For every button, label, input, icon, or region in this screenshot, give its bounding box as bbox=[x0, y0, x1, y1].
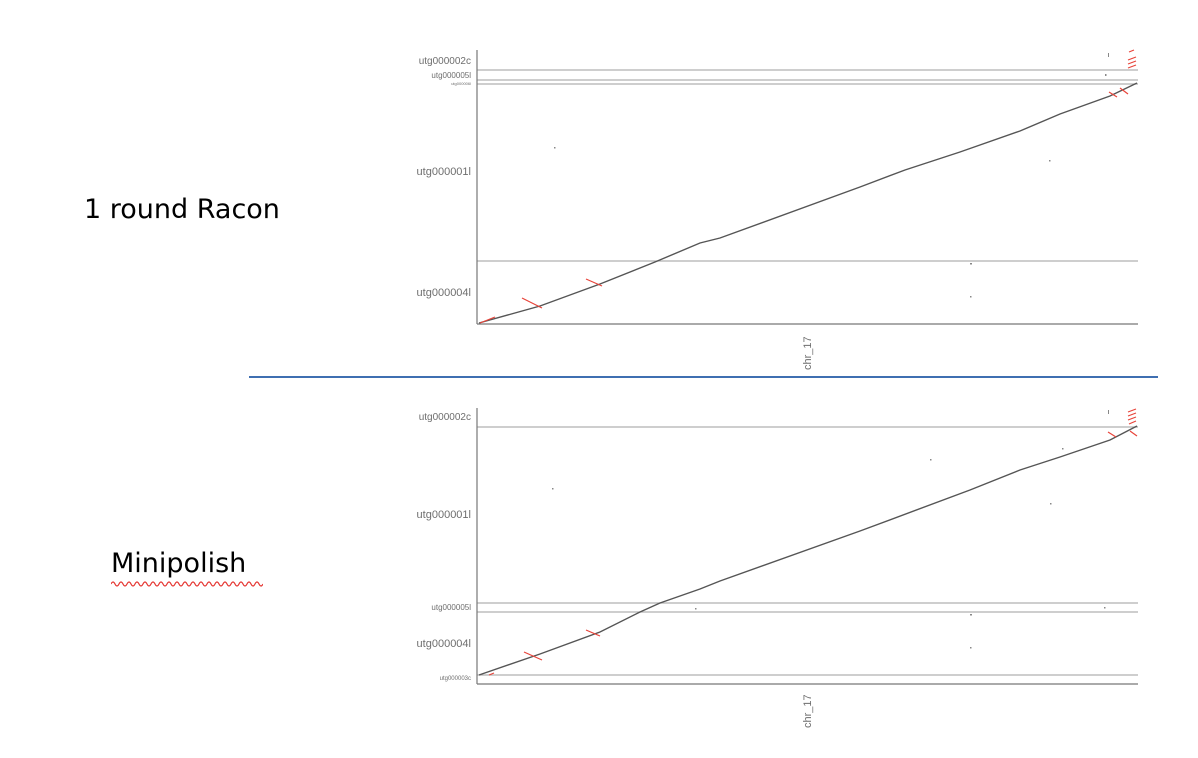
label-minipolish: Minipolish bbox=[111, 548, 247, 579]
alignment-forward bbox=[478, 425, 1138, 676]
contig-label-utg000002c: utg000002c bbox=[419, 56, 471, 67]
racon-dotplot: utg000002c utg000005l utg000006l utg0000… bbox=[417, 49, 1138, 370]
alignment-reverse bbox=[479, 49, 1137, 324]
contig-label-utg000004l: utg000004l bbox=[417, 287, 471, 299]
divider-line bbox=[249, 376, 1158, 378]
alignment-specks bbox=[554, 53, 1109, 298]
alignment-forward bbox=[478, 82, 1138, 324]
contig-label-utg000005l: utg000005l bbox=[431, 603, 471, 612]
label-1-round-racon: 1 round Racon bbox=[84, 194, 280, 225]
contig-label-utg000004l: utg000004l bbox=[417, 638, 471, 650]
contig-label-utg000006l: utg000006l bbox=[451, 81, 471, 86]
x-axis-label: chr_17 bbox=[802, 694, 814, 728]
spellcheck-underline bbox=[111, 581, 263, 587]
contig-label-utg000003c: utg000003c bbox=[440, 676, 471, 682]
alignment-reverse bbox=[488, 408, 1138, 676]
contig-label-utg000001l: utg000001l bbox=[417, 166, 471, 178]
contig-label-utg000002c: utg000002c bbox=[419, 412, 471, 423]
contig-label-utg000005l: utg000005l bbox=[431, 71, 471, 80]
contig-boundaries bbox=[477, 69, 1138, 262]
alignment-specks bbox=[552, 410, 1109, 649]
x-axis-label: chr_17 bbox=[802, 336, 814, 370]
minipolish-dotplot: utg000002c utg000001l utg000005l utg0000… bbox=[417, 408, 1138, 728]
contig-label-utg000001l: utg000001l bbox=[417, 509, 471, 521]
contig-boundaries bbox=[477, 426, 1138, 676]
